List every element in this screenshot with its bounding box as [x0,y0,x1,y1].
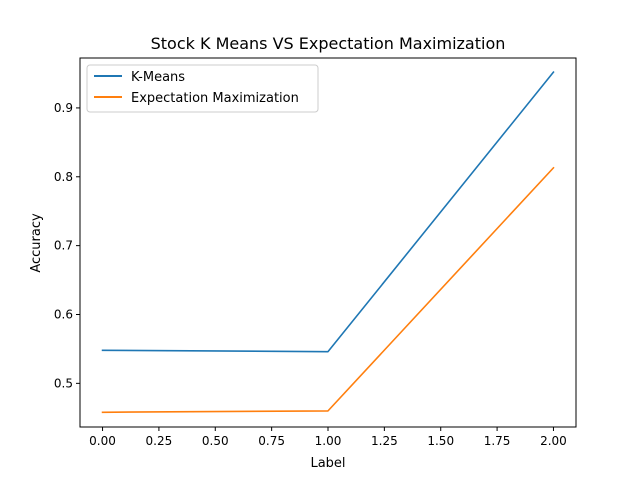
y-axis-ticks: 0.5 0.6 0.7 0.8 0.9 [54,101,80,390]
x-tick-label-0: 0.00 [89,434,116,448]
y-tick-label-3: 0.8 [54,170,73,184]
series-line-1 [101,166,555,414]
y-tick-label-1: 0.6 [54,307,73,321]
series-line-0 [101,70,555,353]
legend: K-Means Expectation Maximization [86,64,319,113]
x-tick-label-3: 0.75 [258,434,285,448]
y-axis-label: Accuracy [29,213,44,273]
chart-title: Stock K Means VS Expectation Maximizatio… [151,34,506,53]
legend-label-em: Expectation Maximization [131,91,299,106]
x-axis-ticks: 0.00 0.25 0.50 0.75 1.00 1.25 1.50 1.75 2.00 [89,427,567,448]
x-tick-label-7: 1.75 [484,434,511,448]
x-tick-label-1: 0.25 [146,434,173,448]
x-axis-label: Label [310,456,345,471]
y-tick-label-2: 0.7 [54,239,73,253]
legend-box [86,64,319,113]
x-tick-label-5: 1.25 [371,434,398,448]
x-tick-label-8: 2.00 [540,434,567,448]
x-tick-label-4: 1.00 [315,434,342,448]
y-tick-label-4: 0.9 [54,101,73,115]
x-tick-label-2: 0.50 [202,434,229,448]
legend-label-kmeans: K-Means [131,70,185,85]
y-tick-label-0: 0.5 [54,376,73,390]
x-tick-label-6: 1.50 [427,434,454,448]
plot-lines [101,70,555,414]
